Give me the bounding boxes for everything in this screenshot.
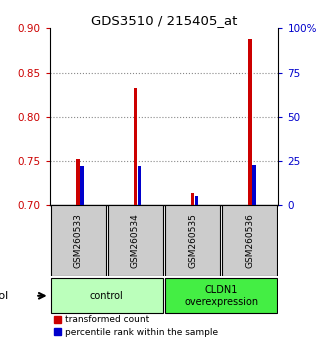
Text: protocol: protocol — [0, 291, 8, 301]
Bar — [195, 196, 198, 205]
Text: GSM260534: GSM260534 — [131, 213, 140, 268]
Bar — [76, 159, 80, 205]
Bar — [222, 205, 277, 276]
Text: CLDN1
overexpression: CLDN1 overexpression — [184, 285, 258, 307]
Bar — [108, 205, 163, 276]
Text: GSM260536: GSM260536 — [245, 213, 254, 268]
Text: control: control — [90, 291, 124, 301]
Bar — [248, 39, 252, 205]
Text: GSM260533: GSM260533 — [74, 213, 83, 268]
Bar — [138, 166, 141, 205]
Bar — [134, 88, 137, 205]
Legend: transformed count, percentile rank within the sample: transformed count, percentile rank withi… — [54, 315, 218, 337]
Bar — [252, 165, 255, 205]
Bar — [165, 278, 277, 314]
Title: GDS3510 / 215405_at: GDS3510 / 215405_at — [91, 14, 237, 27]
Bar — [51, 205, 106, 276]
Text: GSM260535: GSM260535 — [188, 213, 197, 268]
Bar — [51, 278, 163, 314]
Bar — [191, 193, 194, 205]
Bar — [81, 166, 84, 205]
Bar — [165, 205, 220, 276]
